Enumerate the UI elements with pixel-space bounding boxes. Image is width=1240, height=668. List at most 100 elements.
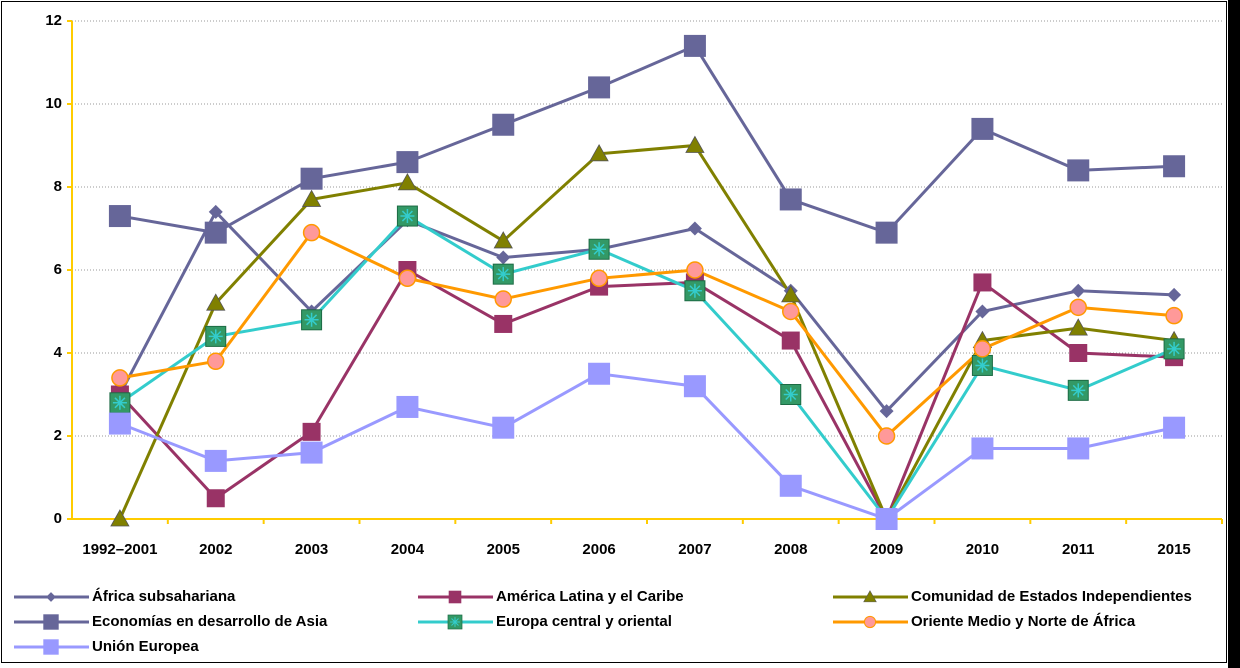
marker [863,615,877,629]
marker [302,422,321,441]
marker [396,151,419,174]
marker [779,474,802,497]
marker [1067,379,1089,401]
marker [975,304,990,319]
x-tick-label: 2015 [1157,541,1190,558]
marker [588,238,610,260]
marker [879,404,894,419]
marker [971,117,994,140]
marker [492,416,515,439]
marker-star [592,242,607,257]
marker [1069,344,1088,362]
marker [779,188,802,211]
series-line [118,143,1175,523]
marker [1069,298,1087,317]
marker [108,412,131,435]
marker [1163,338,1185,360]
marker [494,290,512,308]
legend-label: Economías en desarrollo de Asia [92,613,328,630]
series-line [118,209,1175,414]
marker [1071,283,1086,298]
y-tick-label: 12 [45,12,62,29]
y-tick-label: 6 [54,261,62,278]
marker [207,352,225,371]
x-tick-label: 2006 [582,541,615,558]
y-tick-label: 0 [54,510,62,527]
marker [781,285,801,303]
marker [43,614,59,630]
marker [43,639,59,655]
marker [1163,416,1186,439]
marker [782,302,800,321]
marker-star [975,358,990,373]
marker [111,369,129,387]
series-line [119,230,1175,439]
marker [781,331,800,350]
shadow [1228,0,1240,668]
marker [398,269,417,288]
x-tick-label: 2007 [678,541,711,558]
y-tick-label: 2 [54,427,62,444]
marker [205,325,227,347]
y-tick-label: 10 [45,95,62,112]
marker-star [112,395,127,410]
marker [875,508,898,530]
marker [300,441,323,464]
x-tick-label: 2011 [1062,541,1095,558]
marker [396,395,419,418]
marker [301,309,323,331]
marker [302,223,321,242]
marker [780,384,802,405]
marker [447,614,463,630]
marker [110,509,130,527]
marker [683,375,706,398]
y-tick-label: 8 [54,178,62,195]
marker [1067,159,1090,182]
marker [973,340,992,358]
marker [204,449,227,472]
series-line [119,44,1175,235]
marker [686,261,704,279]
marker [494,314,513,333]
marker [300,167,323,190]
legend-label: África subsahariana [92,588,236,605]
marker [496,250,511,265]
legend-label: América Latina y el Caribe [496,588,684,605]
legend-label: Unión Europea [92,638,199,655]
marker-star [450,617,460,627]
marker [877,427,896,445]
marker-star [208,329,223,344]
marker [589,143,609,162]
marker [973,273,992,292]
legend-label: Oriente Medio y Norte de África [911,613,1136,630]
marker [1165,306,1183,325]
marker [206,293,226,311]
marker-star [1071,383,1086,398]
x-tick-label: 2009 [870,541,903,558]
marker-star [304,312,319,327]
marker [109,392,131,414]
marker [590,269,608,288]
series-line [118,267,1175,523]
marker [588,362,611,385]
y-tick-label: 4 [54,344,63,361]
x-tick-label: 2002 [199,541,232,558]
marker [448,590,462,604]
marker [971,437,994,460]
marker-star [783,387,798,402]
marker [301,189,322,207]
marker [1167,287,1182,302]
marker-star [687,283,702,298]
marker [1068,318,1088,336]
marker [397,173,418,191]
marker [206,489,225,508]
marker-star [400,209,415,224]
marker [396,205,418,227]
x-tick-label: 2004 [391,541,425,558]
marker [685,135,705,153]
marker [208,204,223,219]
x-tick-label: 2010 [966,541,999,558]
marker [687,221,702,236]
x-tick-label: 2008 [774,541,807,558]
